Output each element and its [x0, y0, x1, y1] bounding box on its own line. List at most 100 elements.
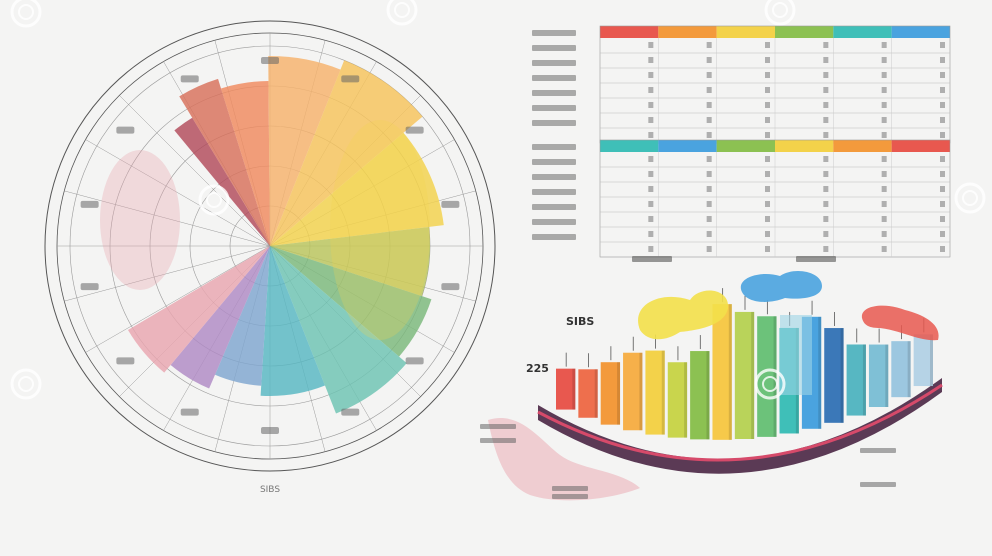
table-cell-mark — [765, 117, 770, 123]
table-cell-mark — [823, 132, 829, 138]
bar — [623, 352, 643, 431]
watermark-icon — [764, 0, 796, 26]
watermark-icon-inner — [206, 192, 222, 208]
fan-slice — [174, 117, 270, 247]
bar-shade — [773, 316, 777, 437]
table-cell-mark — [706, 246, 712, 252]
watermark-icon-inner — [18, 4, 34, 20]
header-cell — [716, 140, 775, 152]
bar — [913, 334, 933, 387]
row-label — [532, 234, 576, 240]
bar-shade — [572, 368, 576, 410]
rim-label — [405, 126, 424, 134]
table-cell-mark — [765, 186, 770, 192]
header-cell — [658, 26, 717, 38]
fan-slice — [220, 81, 270, 247]
fan-slice — [127, 246, 270, 373]
bar — [690, 351, 710, 440]
table-cell-mark — [823, 186, 829, 192]
row-label — [532, 144, 576, 150]
table-cell-mark — [648, 87, 654, 93]
bar — [846, 344, 866, 416]
header-cell — [600, 140, 659, 152]
row-label — [532, 75, 576, 81]
row-label — [532, 174, 576, 180]
row-label — [532, 30, 576, 36]
fan-slice — [270, 132, 444, 246]
header-cell — [716, 26, 775, 38]
bar-shade — [706, 351, 710, 440]
table-cell-mark — [881, 102, 887, 108]
table-cell-mark — [765, 72, 770, 78]
watermark-icon — [10, 368, 42, 400]
table-cell-mark — [823, 72, 829, 78]
paint-cloud-red — [861, 305, 939, 341]
fan-slice — [170, 246, 270, 389]
fan-slice — [215, 246, 270, 386]
row-label — [532, 60, 576, 66]
bar-shade — [728, 304, 732, 440]
row-label — [532, 45, 576, 51]
bar-chart-title: SIBS — [566, 315, 594, 328]
paint-splash-pink — [488, 418, 640, 501]
watermark-layer — [10, 0, 986, 400]
table-cell-mark — [706, 72, 712, 78]
table-cell-mark — [940, 87, 945, 93]
table-cell-mark — [940, 102, 945, 108]
table-cell-mark — [648, 102, 654, 108]
table-cell-mark — [940, 231, 945, 237]
table-cell-mark — [765, 57, 770, 63]
table-cell-mark — [648, 216, 654, 222]
table-cell-mark — [823, 171, 829, 177]
bar — [556, 368, 576, 410]
outer-ring — [44, 20, 496, 472]
grid-spoke — [85, 139, 271, 247]
grid-spoke — [85, 245, 271, 353]
grid-spoke — [64, 190, 271, 247]
table-cell-mark — [706, 171, 712, 177]
bar-annotation — [480, 424, 516, 429]
overlay-bar — [780, 315, 812, 395]
table-cell-mark — [648, 132, 654, 138]
table-cell-mark — [648, 42, 654, 48]
bar-chart-ylabel: 225 — [526, 362, 549, 375]
table-cell-mark — [823, 87, 829, 93]
rim-label — [341, 75, 360, 83]
table-cell-mark — [881, 57, 887, 63]
paint-wash-left — [100, 150, 180, 290]
bar — [712, 304, 732, 440]
table-cell-mark — [765, 216, 770, 222]
bar-shade — [661, 350, 665, 435]
watermark-icon — [386, 0, 418, 26]
bar-annotation — [860, 448, 896, 453]
table-footer-label — [632, 256, 672, 262]
row-label — [532, 120, 576, 126]
table-cell-mark — [706, 102, 712, 108]
watermark-icon-inner — [18, 376, 34, 392]
bar — [578, 369, 598, 418]
table-cell-mark — [940, 132, 945, 138]
curved-bar-chart: SIBS 225 — [480, 256, 943, 501]
bar-shade — [617, 362, 621, 425]
bar — [645, 350, 665, 435]
table-cell-mark — [881, 156, 887, 162]
table-cell-mark — [765, 171, 770, 177]
bar — [891, 341, 911, 398]
bar-annotation — [480, 438, 516, 443]
table-cell-mark — [648, 201, 654, 207]
paint-cloud-yellow — [638, 290, 729, 340]
rim-label — [441, 283, 460, 291]
table-cell-mark — [940, 246, 945, 252]
table-cell-mark — [940, 72, 945, 78]
watermark-icon — [198, 184, 230, 216]
table-cell-mark — [940, 201, 945, 207]
table-cell-mark — [706, 201, 712, 207]
watermark-icon — [754, 368, 786, 400]
header-cell — [775, 26, 834, 38]
watermark-icon-inner — [394, 2, 410, 18]
grid-spoke — [119, 95, 271, 247]
bar — [868, 344, 889, 408]
table-cell-mark — [706, 156, 712, 162]
table-cell-mark — [823, 216, 829, 222]
